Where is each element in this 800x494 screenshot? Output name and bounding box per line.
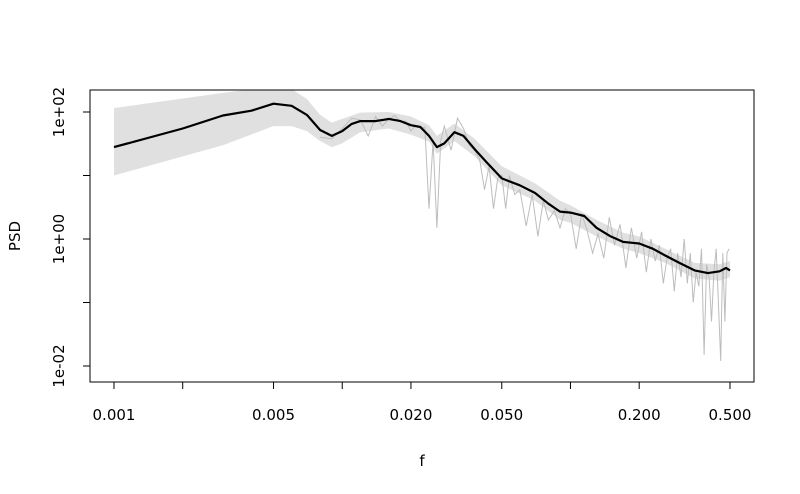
x-tick-label: 0.005	[252, 406, 295, 424]
psd-estimate-line	[113, 102, 731, 275]
y-tick-label: 1e-02	[50, 344, 68, 387]
y-tick-label: 1e+02	[50, 87, 68, 137]
x-tick-label: 0.200	[618, 406, 661, 424]
y-axis-title: PSD	[6, 221, 24, 251]
y-tick-label: 1e+00	[50, 214, 68, 264]
raw-periodogram-line	[320, 114, 730, 362]
x-tick-label: 0.001	[93, 406, 136, 424]
x-tick-label: 0.050	[480, 406, 523, 424]
x-axis-title: f	[419, 452, 425, 470]
x-tick-label: 0.020	[389, 406, 432, 424]
x-tick-label: 0.500	[709, 406, 752, 424]
